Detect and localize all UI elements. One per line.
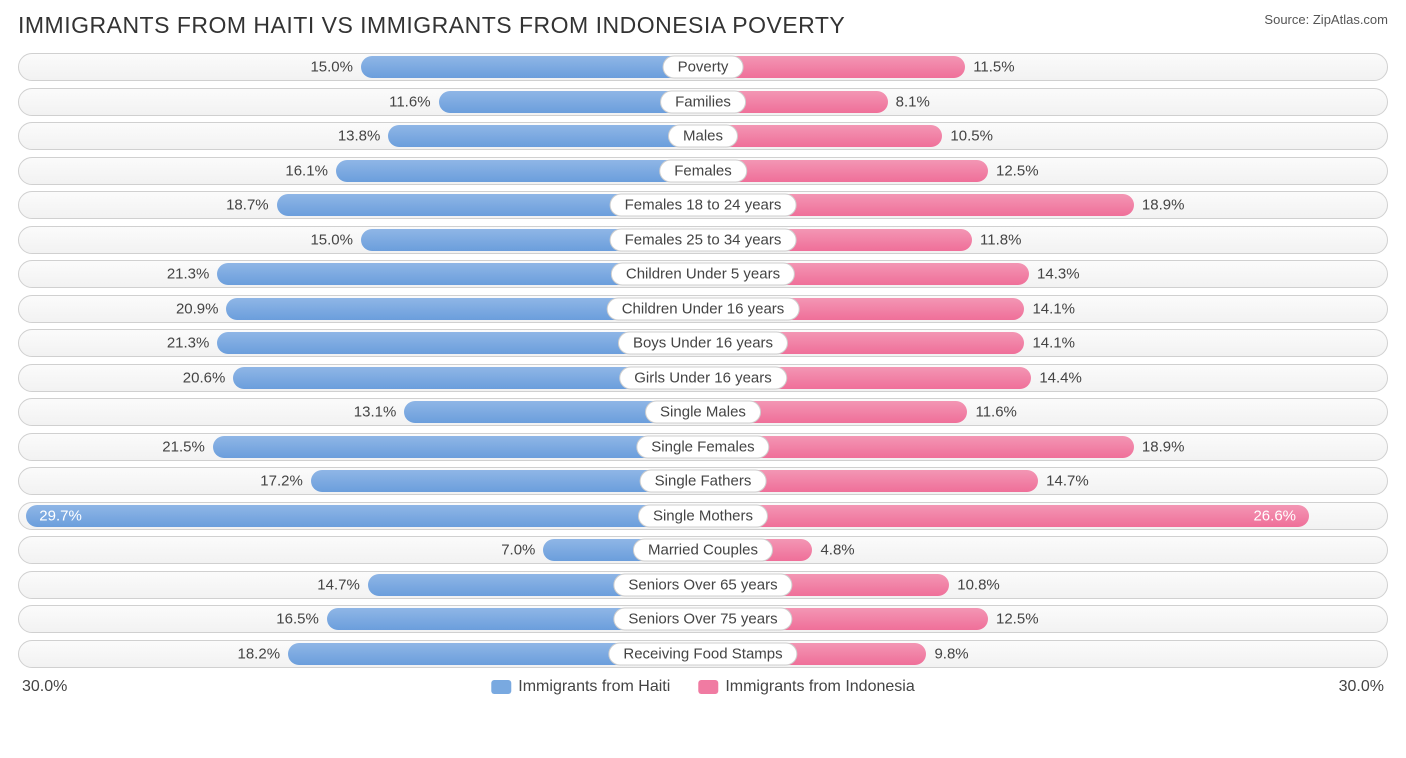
bar-row: 21.5% 18.9% Single Females bbox=[18, 433, 1388, 461]
bar-row: 16.1% 12.5% Females bbox=[18, 157, 1388, 185]
category-label: Married Couples bbox=[633, 539, 773, 562]
legend-swatch-left-icon bbox=[491, 680, 511, 694]
bar-row: 7.0% 4.8% Married Couples bbox=[18, 536, 1388, 564]
bar-row: 20.9% 14.1% Children Under 16 years bbox=[18, 295, 1388, 323]
category-label: Single Females bbox=[636, 435, 769, 458]
value-label-right: 11.6% bbox=[975, 404, 1016, 421]
value-label-left: 21.3% bbox=[167, 266, 210, 283]
value-label-left: 11.6% bbox=[389, 93, 430, 110]
value-label-right: 12.5% bbox=[996, 611, 1039, 628]
value-label-left: 21.5% bbox=[162, 438, 205, 455]
bar-right bbox=[703, 505, 1309, 527]
value-label-left: 7.0% bbox=[501, 542, 535, 559]
value-label-left: 17.2% bbox=[260, 473, 303, 490]
legend-label-right: Immigrants from Indonesia bbox=[725, 678, 914, 696]
category-label: Girls Under 16 years bbox=[619, 366, 787, 389]
value-label-left: 18.2% bbox=[238, 645, 281, 662]
value-label-right: 14.1% bbox=[1032, 300, 1075, 317]
value-label-left: 18.7% bbox=[226, 197, 269, 214]
source-name: ZipAtlas.com bbox=[1313, 12, 1388, 27]
bar-row: 13.8% 10.5% Males bbox=[18, 122, 1388, 150]
value-label-right: 14.3% bbox=[1037, 266, 1080, 283]
bar-left bbox=[26, 505, 703, 527]
category-label: Poverty bbox=[663, 56, 744, 79]
bar-row: 15.0% 11.8% Females 25 to 34 years bbox=[18, 226, 1388, 254]
category-label: Females 25 to 34 years bbox=[610, 228, 797, 251]
value-label-right: 12.5% bbox=[996, 162, 1039, 179]
value-label-left: 20.6% bbox=[183, 369, 226, 386]
chart-source: Source: ZipAtlas.com bbox=[1264, 12, 1388, 27]
value-label-right: 18.9% bbox=[1142, 197, 1185, 214]
category-label: Families bbox=[660, 90, 746, 113]
chart-legend: Immigrants from Haiti Immigrants from In… bbox=[491, 678, 914, 696]
bar-row: 18.2% 9.8% Receiving Food Stamps bbox=[18, 640, 1388, 668]
value-label-right: 10.8% bbox=[957, 576, 1000, 593]
value-label-left: 20.9% bbox=[176, 300, 219, 317]
diverging-bar-chart: 15.0%11.5%Poverty11.6%8.1%Families13.8%1… bbox=[18, 53, 1388, 668]
bar-right bbox=[703, 125, 942, 147]
bar-row: 16.5% 12.5% Seniors Over 75 years bbox=[18, 605, 1388, 633]
bar-row: 15.0% 11.5% Poverty bbox=[18, 53, 1388, 81]
legend-item-left: Immigrants from Haiti bbox=[491, 678, 670, 696]
category-label: Females bbox=[659, 159, 747, 182]
category-label: Seniors Over 65 years bbox=[613, 573, 792, 596]
bar-left bbox=[388, 125, 703, 147]
bar-row: 18.7% 18.9% Females 18 to 24 years bbox=[18, 191, 1388, 219]
category-label: Single Males bbox=[645, 401, 761, 424]
value-label-left: 15.0% bbox=[310, 231, 353, 248]
bar-left bbox=[213, 436, 703, 458]
chart-footer: 30.0% Immigrants from Haiti Immigrants f… bbox=[18, 676, 1388, 700]
bar-row: 13.1% 11.6% Single Males bbox=[18, 398, 1388, 426]
axis-max-right: 30.0% bbox=[1339, 678, 1384, 696]
bar-row: 29.7% 26.6% Single Mothers bbox=[18, 502, 1388, 530]
value-label-right: 10.5% bbox=[950, 128, 993, 145]
value-label-right: 9.8% bbox=[934, 645, 968, 662]
value-label-right: 14.4% bbox=[1039, 369, 1082, 386]
value-label-right: 8.1% bbox=[896, 93, 930, 110]
category-label: Children Under 16 years bbox=[607, 297, 800, 320]
legend-label-left: Immigrants from Haiti bbox=[518, 678, 670, 696]
value-label-left: 13.8% bbox=[338, 128, 381, 145]
bar-row: 20.6% 14.4% Girls Under 16 years bbox=[18, 364, 1388, 392]
value-label-left: 14.7% bbox=[317, 576, 360, 593]
value-label-right: 18.9% bbox=[1142, 438, 1185, 455]
source-label: Source: bbox=[1264, 12, 1309, 27]
legend-swatch-right-icon bbox=[698, 680, 718, 694]
value-label-left: 15.0% bbox=[310, 59, 353, 76]
category-label: Seniors Over 75 years bbox=[613, 608, 792, 631]
bar-row: 11.6% 8.1% Families bbox=[18, 88, 1388, 116]
value-label-right: 11.5% bbox=[973, 59, 1014, 76]
value-label-left: 21.3% bbox=[167, 335, 210, 352]
category-label: Single Fathers bbox=[640, 470, 767, 493]
chart-header: IMMIGRANTS FROM HAITI VS IMMIGRANTS FROM… bbox=[18, 12, 1388, 39]
value-label-right: 4.8% bbox=[820, 542, 854, 559]
bar-left bbox=[361, 56, 703, 78]
category-label: Receiving Food Stamps bbox=[608, 642, 797, 665]
value-label-right: 14.7% bbox=[1046, 473, 1089, 490]
bar-row: 21.3% 14.3% Children Under 5 years bbox=[18, 260, 1388, 288]
legend-item-right: Immigrants from Indonesia bbox=[698, 678, 914, 696]
category-label: Single Mothers bbox=[638, 504, 768, 527]
bar-left bbox=[336, 160, 703, 182]
value-label-right: 11.8% bbox=[980, 231, 1021, 248]
value-label-right: 26.6% bbox=[1253, 507, 1296, 524]
chart-title: IMMIGRANTS FROM HAITI VS IMMIGRANTS FROM… bbox=[18, 12, 845, 39]
category-label: Females 18 to 24 years bbox=[610, 194, 797, 217]
value-label-left: 16.5% bbox=[276, 611, 319, 628]
value-label-left: 29.7% bbox=[39, 507, 82, 524]
bar-row: 21.3% 14.1% Boys Under 16 years bbox=[18, 329, 1388, 357]
value-label-left: 16.1% bbox=[285, 162, 328, 179]
category-label: Boys Under 16 years bbox=[618, 332, 788, 355]
bar-row: 17.2% 14.7% Single Fathers bbox=[18, 467, 1388, 495]
value-label-left: 13.1% bbox=[354, 404, 397, 421]
bar-row: 14.7% 10.8% Seniors Over 65 years bbox=[18, 571, 1388, 599]
category-label: Males bbox=[668, 125, 738, 148]
value-label-right: 14.1% bbox=[1032, 335, 1075, 352]
category-label: Children Under 5 years bbox=[611, 263, 795, 286]
axis-max-left: 30.0% bbox=[22, 678, 67, 696]
